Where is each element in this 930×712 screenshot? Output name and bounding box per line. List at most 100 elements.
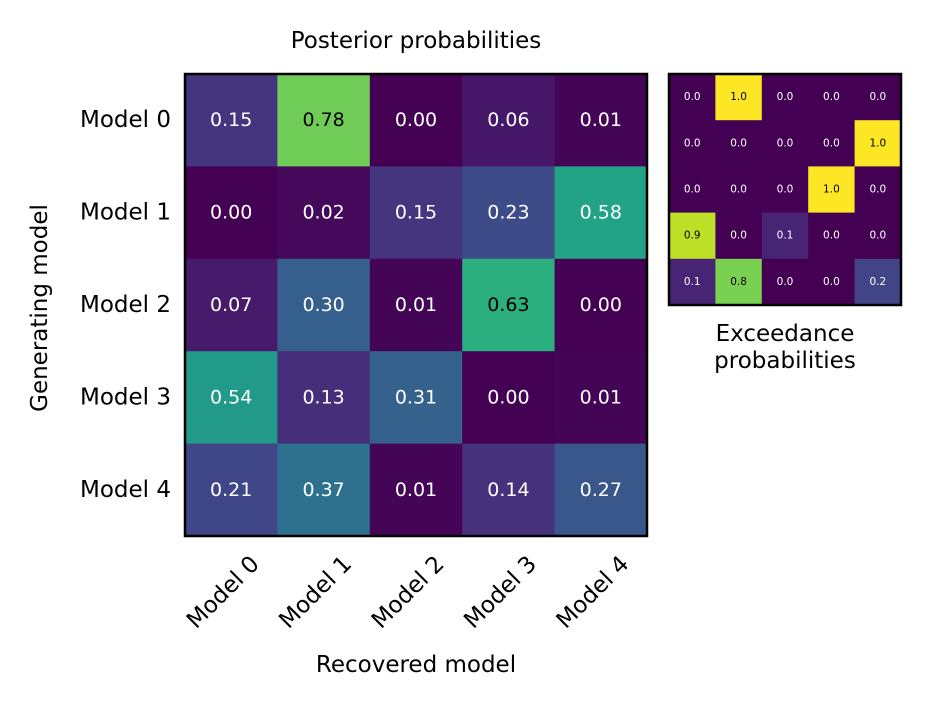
exceedance-cell	[715, 166, 763, 214]
exceedance-value-label: 0.0	[684, 137, 701, 149]
y-tick-label: Model 0	[80, 107, 171, 133]
exceedance-cell	[669, 166, 716, 214]
posterior-value-label: 0.27	[580, 479, 622, 501]
exceedance-value-label: 0.0	[777, 137, 794, 149]
x-tick-label: Model 3	[459, 551, 542, 634]
posterior-value-label: 0.14	[487, 479, 529, 501]
posterior-cell	[554, 74, 648, 167]
x-tick-label: Model 4	[552, 551, 635, 634]
exceedance-value-label: 1.0	[823, 184, 840, 196]
exceedance-value-label: 0.0	[869, 91, 886, 103]
posterior-cell	[277, 258, 371, 352]
posterior-value-label: 0.54	[210, 386, 252, 408]
posterior-cell	[185, 258, 278, 352]
exceedance-cell	[854, 74, 902, 121]
y-tick-labels: Model 0 Model 1 Model 2 Model 3 Model 4	[80, 107, 171, 503]
main-chart-title: Posterior probabilities	[291, 28, 542, 54]
posterior-cell	[185, 443, 278, 537]
exceedance-value-label: 1.0	[730, 91, 747, 103]
x-tick-labels: Model 0 Model 1 Model 2 Model 3 Model 4	[182, 551, 634, 634]
posterior-cell	[462, 443, 556, 537]
exceedance-cell	[669, 212, 716, 260]
exceedance-heatmap: 0.0 1.0 0.0 0.0 0.0 0.0 0.0 0.0 0.0 1.0 0.0 0.0 0.0 1…	[667, 72, 903, 374]
posterior-cell	[277, 351, 371, 445]
posterior-value-label: 0.58	[580, 202, 622, 224]
exceedance-value-label: 0.0	[869, 184, 886, 196]
posterior-value-label: 0.63	[487, 294, 529, 316]
exceedance-cell	[669, 258, 716, 306]
exceedance-cell	[808, 120, 856, 167]
exceedance-value-label: 0.1	[777, 230, 794, 242]
posterior-value-label: 0.13	[302, 386, 344, 408]
posterior-cell	[369, 166, 463, 260]
exceedance-cell	[854, 166, 902, 214]
posterior-cell	[554, 258, 648, 352]
posterior-value-label: 0.00	[580, 294, 622, 316]
posterior-cell	[277, 74, 371, 167]
exceedance-cell	[808, 166, 856, 214]
exceedance-cell	[854, 258, 902, 306]
posterior-value-label: 0.07	[210, 294, 252, 316]
exceedance-value-label: 1.0	[869, 137, 886, 149]
exceedance-value-label: 0.0	[869, 230, 886, 242]
exceedance-cell	[715, 120, 763, 167]
y-tick-label: Model 2	[80, 292, 171, 318]
posterior-cell	[554, 166, 648, 260]
exceedance-value-label: 0.0	[730, 184, 747, 196]
posterior-value-label: 0.78	[302, 109, 344, 131]
x-tick-label: Model 2	[367, 551, 450, 634]
exceedance-value-label: 0.2	[869, 276, 886, 288]
posterior-cell	[462, 351, 556, 445]
posterior-value-label: 0.23	[487, 202, 529, 224]
posterior-value-label: 0.01	[580, 109, 622, 131]
exceedance-cell	[669, 74, 716, 121]
exceedance-value-label: 0.0	[777, 91, 794, 103]
posterior-value-label: 0.00	[210, 202, 252, 224]
posterior-cell	[462, 74, 556, 167]
posterior-value-label: 0.21	[210, 479, 252, 501]
posterior-value-label: 0.01	[395, 294, 437, 316]
exceedance-value-label: 0.0	[730, 137, 747, 149]
posterior-cell	[277, 166, 371, 260]
exceedance-value-label: 0.0	[823, 91, 840, 103]
posterior-value-label: 0.00	[395, 109, 437, 131]
posterior-cell	[369, 74, 463, 167]
exceedance-cell	[761, 120, 809, 167]
posterior-cell	[185, 351, 278, 445]
exceedance-value-label: 0.1	[684, 276, 701, 288]
exceedance-cell	[808, 74, 856, 121]
posterior-value-label: 0.01	[580, 386, 622, 408]
posterior-cell	[185, 166, 278, 260]
posterior-value-label: 0.31	[395, 386, 437, 408]
main-chart-frame	[183, 72, 649, 538]
posterior-heatmap: Posterior probabilities 0.15 0.78 0.00 0.06…	[27, 28, 649, 678]
posterior-cell	[462, 258, 556, 352]
posterior-value-label: 0.01	[395, 479, 437, 501]
posterior-value-label: 0.06	[487, 109, 529, 131]
inset-label-line-2: probabilities	[714, 348, 856, 374]
exceedance-cell	[715, 212, 763, 260]
exceedance-cell	[761, 212, 809, 260]
x-tick-label: Model 1	[274, 551, 357, 634]
posterior-cells: 0.15 0.78 0.00 0.06 0.01 0.00 0.02 0.15 0.23 0.58…	[185, 74, 648, 537]
posterior-cell	[554, 443, 648, 537]
y-axis-label: Generating model	[27, 204, 53, 412]
posterior-value-label: 0.15	[210, 109, 252, 131]
posterior-cell	[369, 258, 463, 352]
inset-label-line-1: Exceedance	[716, 321, 855, 347]
exceedance-cell	[761, 258, 809, 306]
posterior-cell	[554, 351, 648, 445]
exceedance-value-label: 0.0	[684, 184, 701, 196]
exceedance-cell	[854, 212, 902, 260]
exceedance-cell	[808, 212, 856, 260]
posterior-value-label: 0.02	[302, 202, 344, 224]
posterior-cell	[185, 74, 278, 167]
exceedance-value-label: 0.0	[823, 230, 840, 242]
exceedance-value-label: 0.0	[684, 91, 701, 103]
posterior-cell	[369, 351, 463, 445]
y-tick-label: Model 4	[80, 477, 171, 503]
inset-chart-frame	[667, 72, 903, 307]
exceedance-value-label: 0.0	[823, 137, 840, 149]
exceedance-value-label: 0.0	[777, 276, 794, 288]
